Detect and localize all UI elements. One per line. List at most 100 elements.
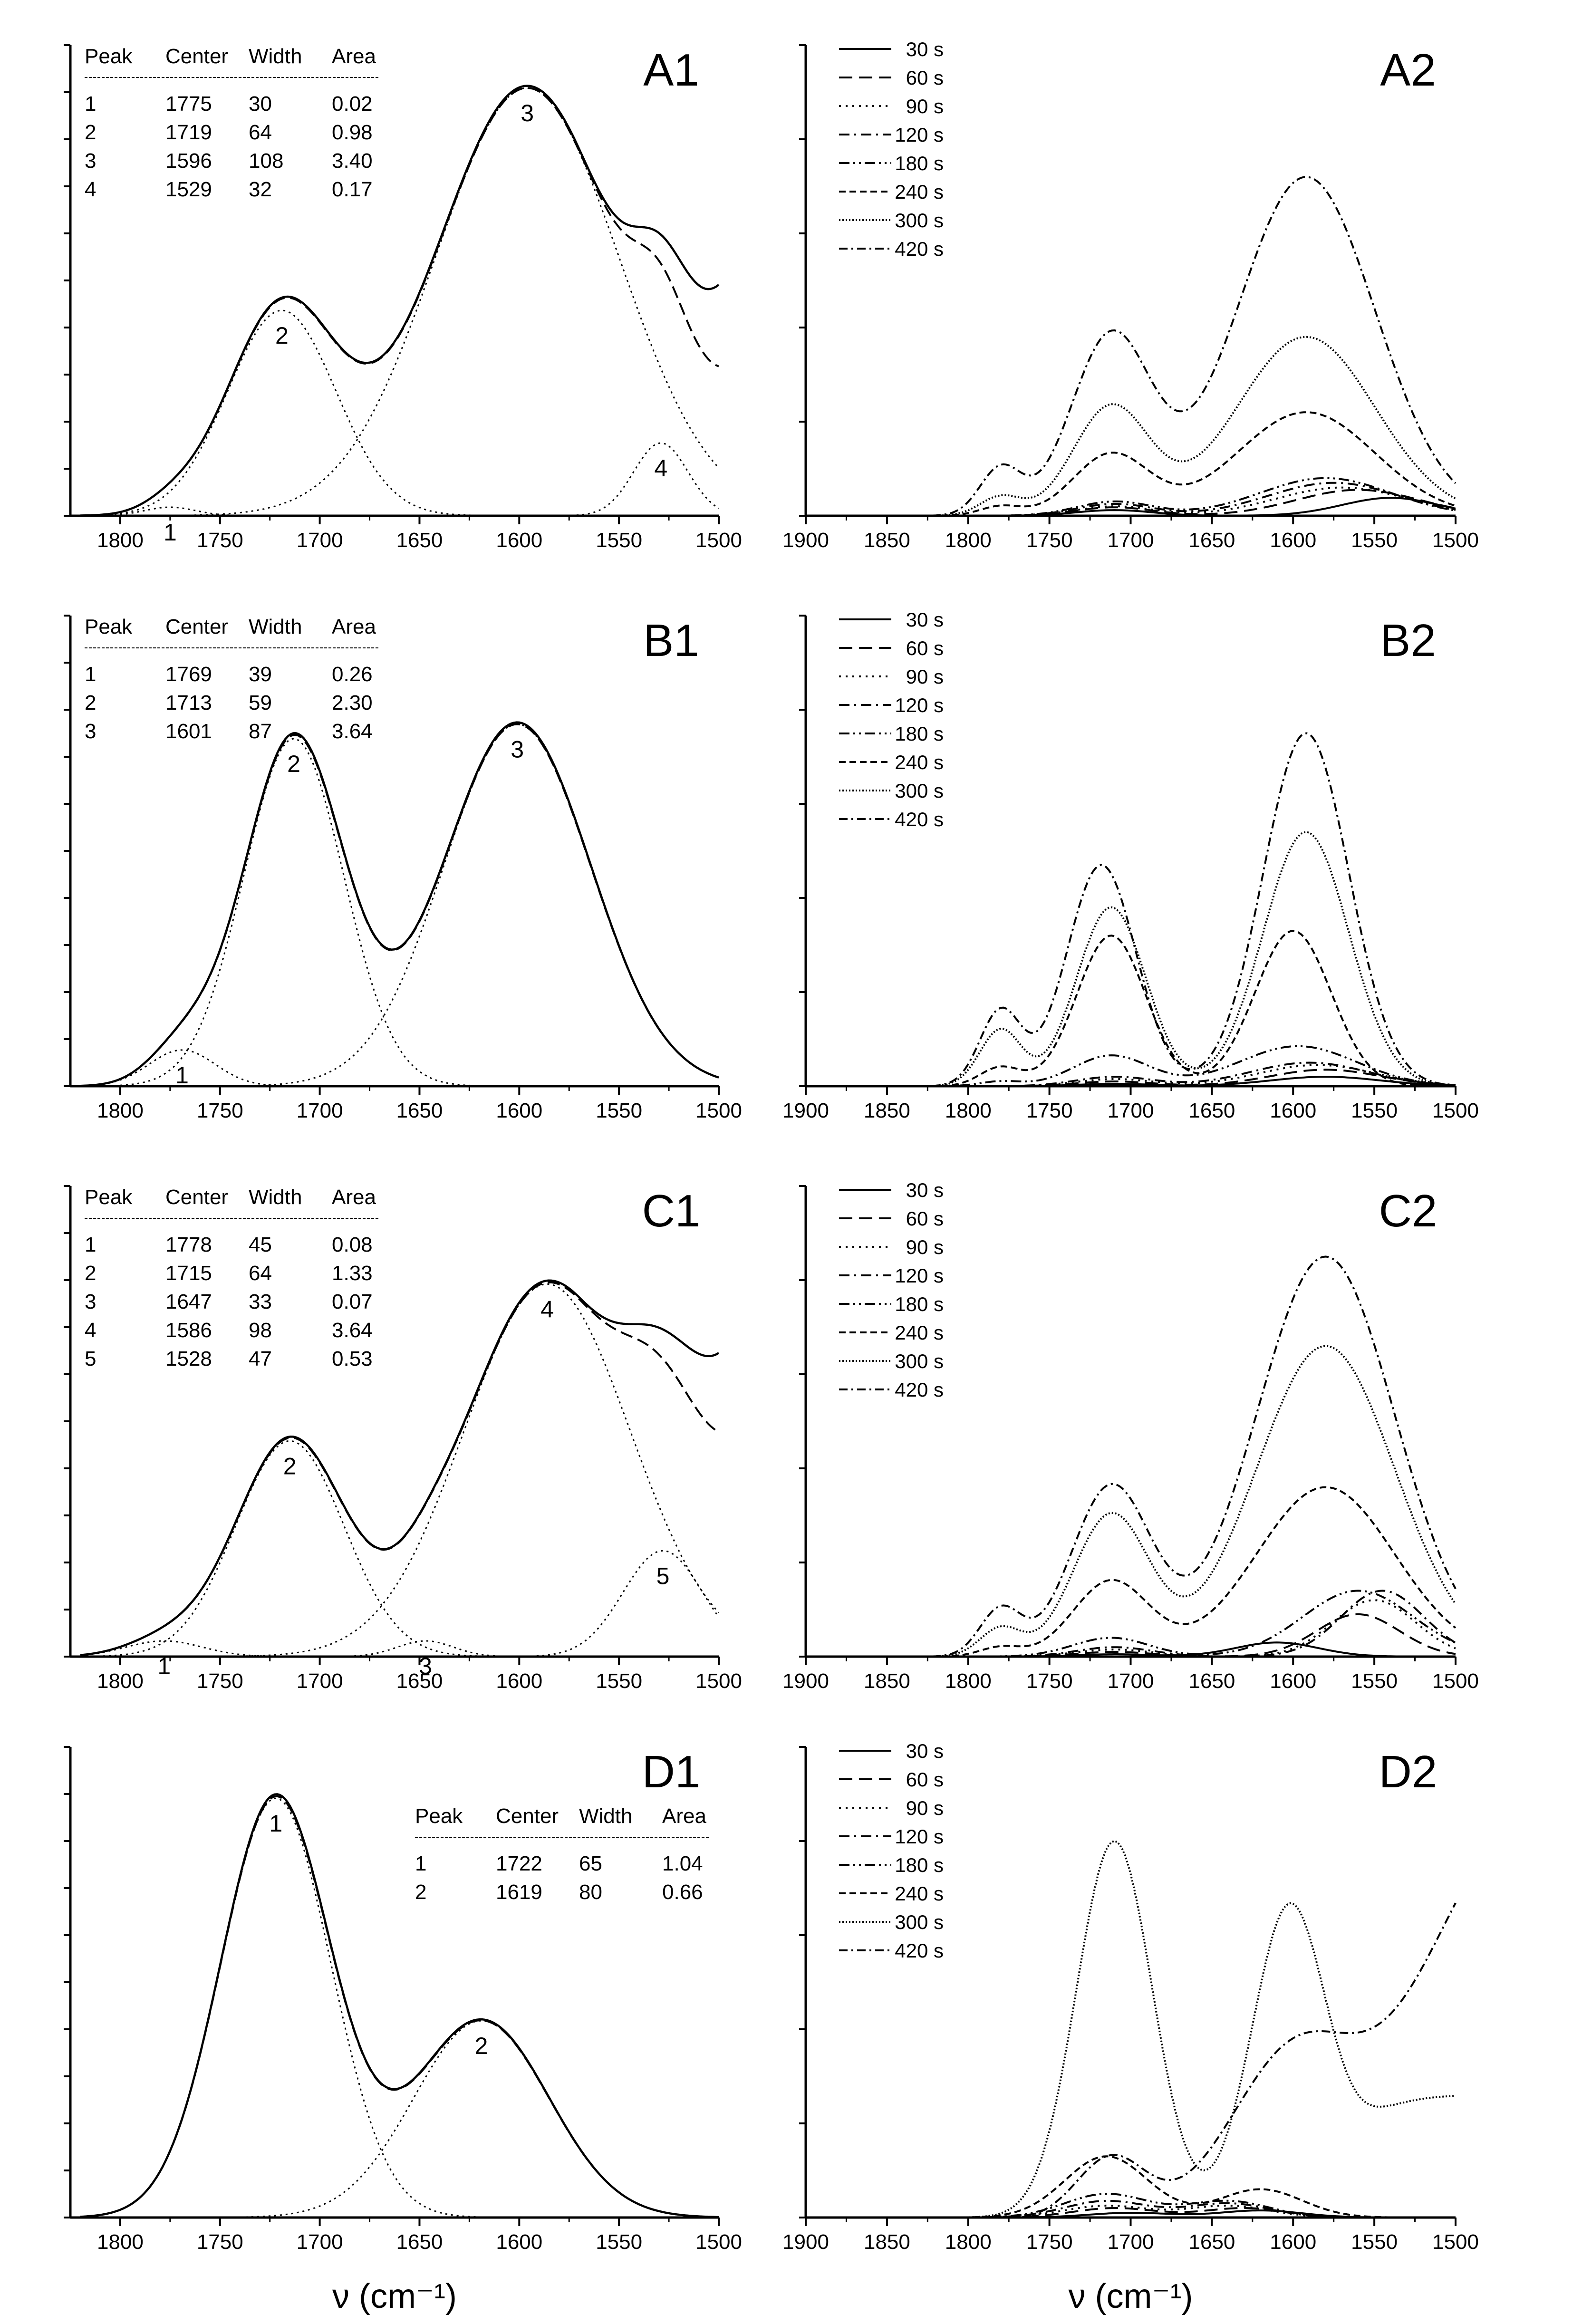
x-tick-label: 1500 <box>695 529 742 552</box>
x-tick-label: 1550 <box>596 1669 642 1693</box>
component-peak-1 <box>80 506 719 517</box>
table-header: Center <box>165 615 228 638</box>
x-tick-label: 1700 <box>1108 2230 1154 2254</box>
table-header: Peak <box>85 1186 133 1209</box>
table-header: Width <box>579 1804 632 1828</box>
peak-label: 5 <box>656 1562 670 1589</box>
peak-table: Peak Center Width Area 1 1775 30 0.02 2 1719 64 0.9… <box>85 45 379 201</box>
legend-entry: 240 s <box>895 751 944 773</box>
table-header: Area <box>332 615 376 638</box>
peak-label: 1 <box>269 1810 282 1837</box>
x-tick-label: 1700 <box>297 2230 343 2254</box>
x-tick-label: 1550 <box>1351 2230 1398 2254</box>
table-cell: 0.07 <box>332 1290 373 1313</box>
legend: 30 s 60 s 90 s 120 s 180 s 240 s 300 s 420 s <box>839 1179 944 1401</box>
legend-entry: 30 s <box>906 608 944 631</box>
table-cell: 2 <box>85 691 96 714</box>
legend-entry: 60 s <box>906 1768 944 1791</box>
legend-entry: 180 s <box>895 1293 944 1315</box>
legend-entry: 420 s <box>895 1379 944 1401</box>
x-tick-label: 1500 <box>695 1669 742 1693</box>
table-cell: 2 <box>85 1262 96 1285</box>
legend-entry: 120 s <box>895 694 944 716</box>
peak-label: 1 <box>175 1062 189 1089</box>
x-tick-label: 1900 <box>782 529 829 552</box>
x-tick-label: 1800 <box>97 1099 144 1122</box>
table-cell: 1769 <box>165 663 212 686</box>
legend-entry: 240 s <box>895 181 944 203</box>
x-tick-label: 1600 <box>496 2230 542 2254</box>
x-axis-label-left: ν (cm⁻¹) <box>332 2277 457 2315</box>
x-tick-label: 1700 <box>297 529 343 552</box>
x-tick-label: 1650 <box>396 529 443 552</box>
x-tick-label: 1700 <box>297 1669 343 1693</box>
legend-entry: 300 s <box>895 1911 944 1933</box>
x-tick-label: 1600 <box>496 529 542 552</box>
panel-label: C2 <box>1379 1186 1437 1236</box>
table-header: Area <box>332 1186 376 1209</box>
table-cell: 1778 <box>165 1233 212 1256</box>
table-header: Center <box>165 1186 228 1209</box>
fitted-spectrum <box>80 1795 719 2218</box>
table-cell: 1713 <box>165 691 212 714</box>
x-tick-label: 1800 <box>945 529 992 552</box>
legend: 30 s 60 s 90 s 120 s 180 s 240 s 300 s 420 s <box>839 1740 944 1962</box>
table-cell: 64 <box>249 1262 272 1285</box>
table-cell: 65 <box>579 1852 602 1875</box>
component-peak-2 <box>80 2020 719 2218</box>
table-cell: 32 <box>249 178 272 201</box>
x-tick-label: 1850 <box>864 529 910 552</box>
x-tick-label: 1550 <box>596 529 642 552</box>
x-tick-label: 1650 <box>396 1669 443 1693</box>
table-header: Center <box>165 45 228 68</box>
legend-entry: 120 s <box>895 1264 944 1287</box>
peak-label: 4 <box>654 455 667 482</box>
table-cell: 1719 <box>165 121 212 144</box>
x-tick-label: 1700 <box>1108 529 1154 552</box>
x-tick-label: 1500 <box>695 1099 742 1122</box>
x-tick-label: 1500 <box>1432 2230 1479 2254</box>
component-peak-1 <box>80 1797 719 2218</box>
series-90s <box>806 1599 1456 1658</box>
component-peak-3 <box>80 87 720 517</box>
table-cell: 1 <box>85 1233 96 1256</box>
peak-label: 1 <box>157 1653 171 1679</box>
legend-entry: 420 s <box>895 238 944 260</box>
table-cell: 0.02 <box>332 92 373 116</box>
component-peak-5 <box>80 1550 720 1658</box>
x-tick-label: 1750 <box>1026 1099 1073 1122</box>
measured-spectrum <box>80 1279 720 1657</box>
measured-spectrum <box>80 721 719 1087</box>
series-240s <box>806 2155 1456 2218</box>
x-tick-label: 1700 <box>1108 1099 1154 1122</box>
chart-A2: 1900 1850 1800 1750 1700 1650 1600 1550 1500 A2 30… <box>782 38 1479 552</box>
x-tick-label: 1800 <box>97 529 144 552</box>
x-tick-label: 1600 <box>496 1669 542 1693</box>
table-cell: 0.26 <box>332 663 373 686</box>
table-header: Peak <box>85 615 133 638</box>
x-tick-label: 1500 <box>695 2230 742 2254</box>
table-cell: 1619 <box>496 1880 542 1904</box>
table-cell: 1.33 <box>332 1262 373 1285</box>
x-tick-label: 1750 <box>197 1669 243 1693</box>
table-cell: 1601 <box>165 720 212 743</box>
series-180s <box>806 1045 1456 1087</box>
x-tick-label: 1700 <box>1108 1669 1154 1693</box>
x-tick-label: 1800 <box>945 2230 992 2254</box>
table-header: Width <box>249 45 302 68</box>
legend-entry: 240 s <box>895 1321 944 1344</box>
table-cell: 64 <box>249 121 272 144</box>
legend-entry: 120 s <box>895 124 944 146</box>
x-tick-label: 1650 <box>1188 529 1235 552</box>
x-tick-label: 1650 <box>396 2230 443 2254</box>
table-cell: 3.40 <box>332 149 373 173</box>
component-peak-2 <box>80 738 719 1087</box>
x-tick-label: 1650 <box>1188 1669 1235 1693</box>
x-tick-label: 1750 <box>1026 1669 1073 1693</box>
table-cell: 87 <box>249 720 272 743</box>
component-peak-1 <box>80 1640 719 1658</box>
legend-entry: 180 s <box>895 723 944 745</box>
chart-D1: 1800 1750 1700 1650 1600 1550 1500 D1 1 2 Peak Cent… <box>64 1746 742 2254</box>
table-cell: 0.66 <box>662 1880 703 1904</box>
